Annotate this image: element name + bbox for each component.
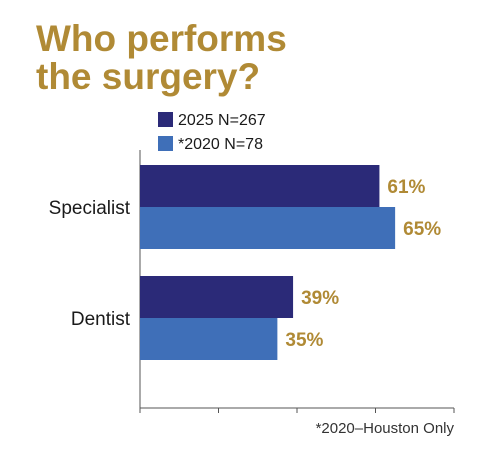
legend: 2025 N=267 *2020 N=78	[158, 112, 266, 153]
bars	[140, 165, 396, 360]
data-label-dentist-series-0: 39%	[301, 288, 339, 309]
bar-specialist-series-0	[140, 165, 380, 207]
category-label-dentist: Dentist	[71, 309, 131, 330]
chart-title-line-2: the surgery?	[36, 56, 261, 97]
legend-swatch-0	[158, 112, 173, 127]
legend-swatch-1	[158, 136, 173, 151]
category-label-specialist: Specialist	[49, 198, 131, 219]
data-label-specialist-series-0: 61%	[387, 177, 425, 198]
legend-label-0: 2025 N=267	[178, 112, 266, 129]
chart-title-line-1: Who performs	[36, 18, 287, 59]
data-label-specialist-series-1: 65%	[403, 219, 441, 240]
data-label-dentist-series-1: 35%	[285, 330, 323, 351]
footnote: *2020–Houston Only	[316, 420, 455, 437]
bar-specialist-series-1	[140, 207, 396, 249]
legend-label-1: *2020 N=78	[178, 136, 263, 153]
chart-title: Who performs the surgery?	[36, 20, 456, 96]
bar-dentist-series-1	[140, 318, 278, 360]
bar-dentist-series-0	[140, 276, 294, 318]
labels: 61% 65% Specialist 39% 35% Dentist	[49, 177, 442, 351]
